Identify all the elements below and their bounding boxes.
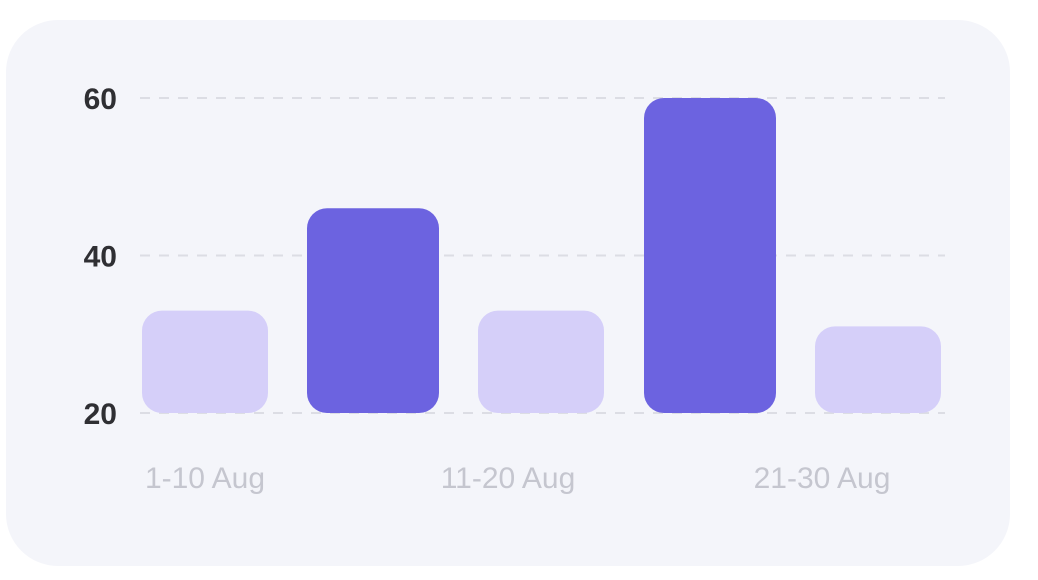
y-tick-label: 60 bbox=[84, 83, 117, 116]
x-tick-label: 21-30 Aug bbox=[754, 462, 891, 495]
bar-highlighted bbox=[644, 98, 776, 413]
y-axis: 20 40 60 bbox=[84, 83, 117, 431]
x-axis: 1-10 Aug 11-20 Aug 21-30 Aug bbox=[145, 462, 890, 495]
bar bbox=[478, 310, 604, 413]
bar-highlighted bbox=[307, 208, 439, 413]
y-tick-label: 40 bbox=[84, 241, 117, 274]
bar bbox=[815, 326, 941, 413]
chart-card bbox=[6, 20, 1010, 566]
bar bbox=[142, 310, 268, 413]
x-tick-label: 11-20 Aug bbox=[441, 462, 576, 495]
bars bbox=[142, 98, 941, 413]
y-tick-label: 20 bbox=[84, 398, 117, 431]
x-tick-label: 1-10 Aug bbox=[145, 462, 265, 495]
